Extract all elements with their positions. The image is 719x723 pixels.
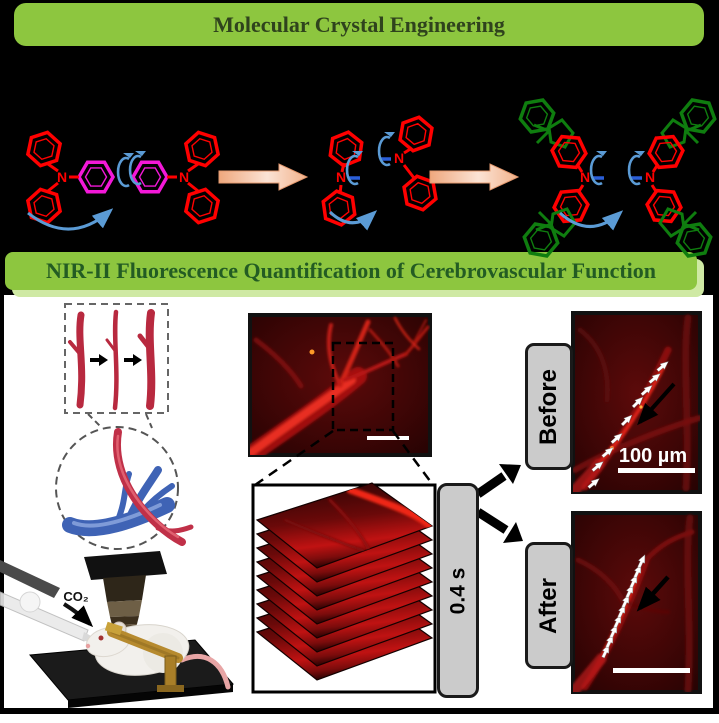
- scale-label: 100 µm: [619, 445, 687, 467]
- frame-time-label: 0.4 s: [446, 567, 469, 614]
- scale-bar: [367, 436, 409, 440]
- molecule-propeller-tpa-left: N: [24, 127, 136, 228]
- mouse-eye: [98, 635, 104, 641]
- before-label: Before: [535, 368, 562, 445]
- nitrogen-label: N: [336, 169, 346, 185]
- molecule-diphenylamine-left: N: [320, 128, 365, 229]
- vessel-pointer-arrow-icon: [636, 575, 670, 612]
- vessel-pointer-arrow-icon: [637, 382, 676, 426]
- nitrogen-label: N: [645, 169, 655, 185]
- frame-stack-panel: [251, 482, 437, 694]
- after-label: After: [535, 577, 563, 634]
- banner-nir2-quantification: NIR-II Fluorescence Quantification of Ce…: [5, 252, 697, 290]
- molecule-fluorenyl-left: N: [515, 93, 609, 263]
- zoom-connector-lines: [254, 429, 435, 487]
- molecule-fluorenyl-right: N: [627, 93, 719, 263]
- after-fluorescence-image: [571, 511, 702, 694]
- banner-molecular-crystal-engineering: Molecular Crystal Engineering: [14, 3, 704, 46]
- vessel-dilation-schematic: [55, 303, 194, 550]
- nitrogen-label: N: [57, 169, 67, 185]
- dashed-inset-rectangle: [64, 303, 169, 414]
- after-label-box: After: [525, 542, 573, 669]
- before-label-box: Before: [525, 343, 573, 470]
- roi-dashed-rectangle: [331, 341, 395, 432]
- nitrogen-label: N: [179, 169, 189, 185]
- objective-mount-plate: [84, 551, 167, 580]
- molecular-scheme: N N N: [24, 93, 719, 263]
- swing-arrow-icon: [27, 208, 114, 231]
- nitrogen-label: N: [580, 169, 590, 185]
- molecule-diphenylamine-right: N: [377, 112, 440, 215]
- co2-label: CO₂: [63, 589, 89, 604]
- before-fluorescence-image: 100 µm: [571, 311, 702, 494]
- image-stack: [256, 482, 433, 681]
- arrow-to-before-icon: [499, 464, 521, 484]
- banner-top-label: Molecular Crystal Engineering: [213, 11, 505, 37]
- branch-arrows: [475, 464, 523, 543]
- reaction-arrow-icon: [429, 163, 519, 191]
- scale-bar: [613, 668, 690, 673]
- step-arrow-icon: [124, 354, 142, 366]
- widefield-fluorescence-image: [248, 313, 432, 457]
- swing-arrow-icon: [328, 210, 378, 231]
- reaction-arrow-icon: [218, 163, 308, 191]
- molecule-propeller-tpa-right: N: [128, 127, 222, 228]
- step-arrow-icon: [90, 354, 108, 366]
- swing-arrow-icon: [558, 210, 624, 231]
- mouse-imaging-setup: CO₂: [0, 551, 235, 708]
- head-fixation-frame: [104, 621, 184, 692]
- banner-middle-label: NIR-II Fluorescence Quantification of Ce…: [45, 258, 657, 283]
- nitrogen-label: N: [394, 150, 404, 166]
- frame-time-bar: 0.4 s: [437, 483, 479, 698]
- artery-vein-illustration: [62, 428, 194, 546]
- co2-flow-arrow-icon: [62, 602, 94, 628]
- scale-bar: [618, 468, 695, 473]
- arrow-to-after-icon: [503, 522, 523, 543]
